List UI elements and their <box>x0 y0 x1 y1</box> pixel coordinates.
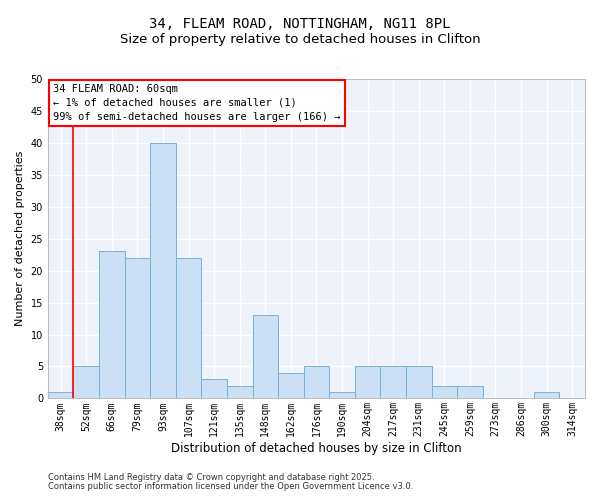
Text: Contains HM Land Registry data © Crown copyright and database right 2025.: Contains HM Land Registry data © Crown c… <box>48 473 374 482</box>
Bar <box>329 392 355 398</box>
Bar <box>431 386 457 398</box>
Bar <box>99 252 125 398</box>
Bar <box>202 380 227 398</box>
Bar <box>406 366 431 398</box>
Y-axis label: Number of detached properties: Number of detached properties <box>15 151 25 326</box>
Bar <box>457 386 482 398</box>
Bar <box>176 258 202 398</box>
Bar <box>227 386 253 398</box>
Bar <box>73 366 99 398</box>
Bar <box>125 258 150 398</box>
X-axis label: Distribution of detached houses by size in Clifton: Distribution of detached houses by size … <box>171 442 462 455</box>
Bar <box>355 366 380 398</box>
Bar <box>380 366 406 398</box>
Text: Contains public sector information licensed under the Open Government Licence v3: Contains public sector information licen… <box>48 482 413 491</box>
Bar <box>48 392 73 398</box>
Bar <box>150 143 176 399</box>
Bar <box>278 373 304 398</box>
Bar <box>304 366 329 398</box>
Bar <box>534 392 559 398</box>
Text: 34, FLEAM ROAD, NOTTINGHAM, NG11 8PL: 34, FLEAM ROAD, NOTTINGHAM, NG11 8PL <box>149 18 451 32</box>
Bar <box>253 316 278 398</box>
Text: 34 FLEAM ROAD: 60sqm
← 1% of detached houses are smaller (1)
99% of semi-detache: 34 FLEAM ROAD: 60sqm ← 1% of detached ho… <box>53 84 341 122</box>
Text: Size of property relative to detached houses in Clifton: Size of property relative to detached ho… <box>119 32 481 46</box>
